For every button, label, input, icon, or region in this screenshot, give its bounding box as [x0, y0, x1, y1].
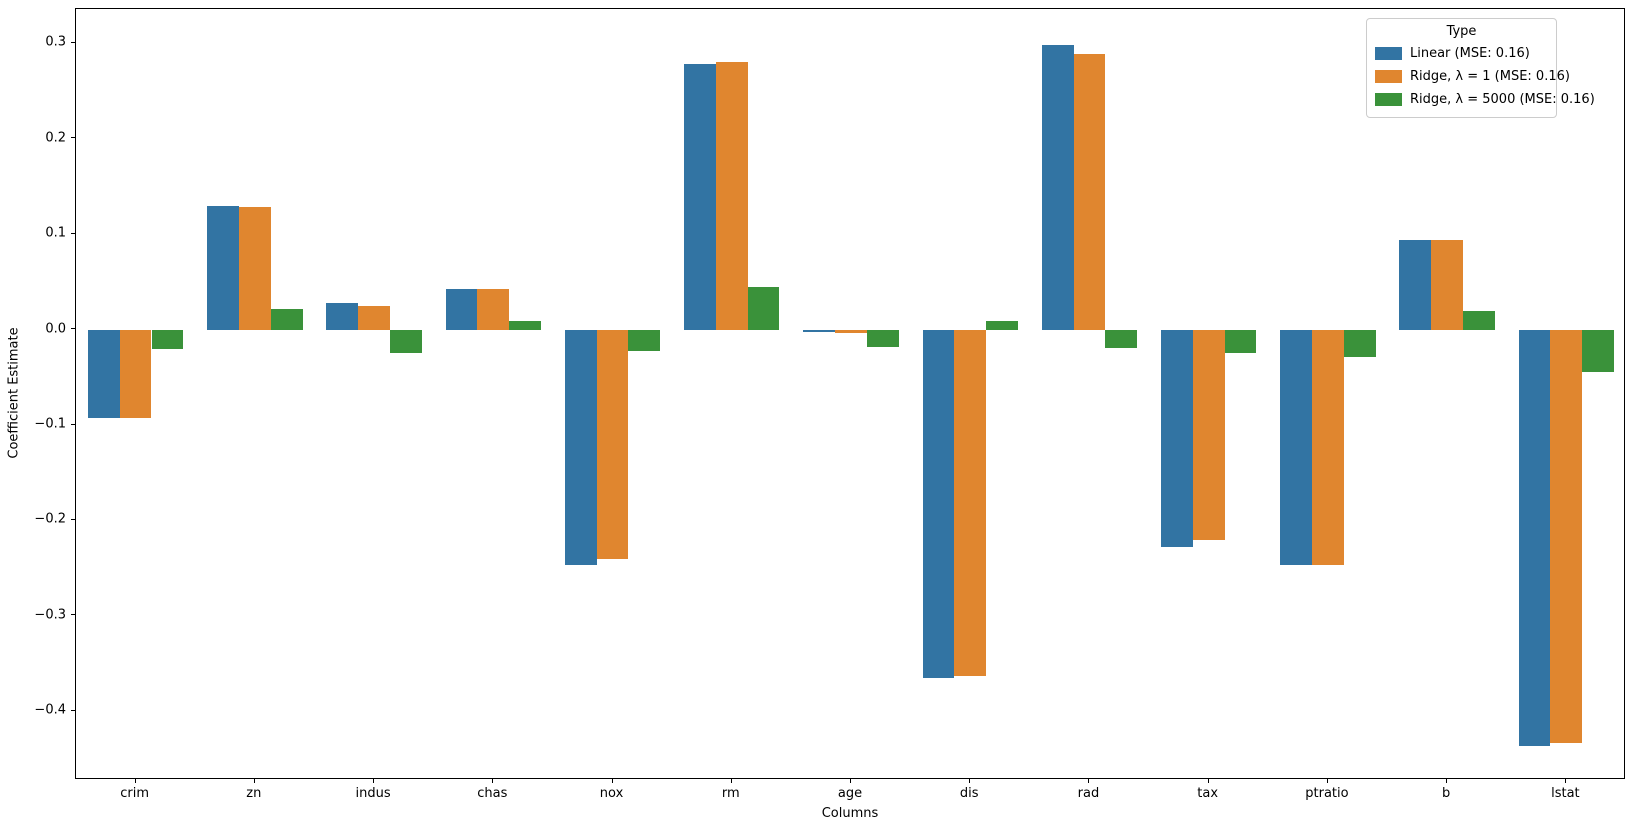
x-tick-label-rm: rm: [721, 786, 740, 801]
x-tick-label-ptratio: ptratio: [1305, 786, 1349, 801]
x-tick-mark: [611, 779, 613, 783]
legend-label-series1: Linear (MSE: 0.16): [1410, 46, 1530, 61]
bar-tax-series1: [1161, 329, 1193, 548]
bar-dis-series2: [954, 329, 987, 676]
y-tick-mark: [71, 137, 75, 139]
bar-nox-series3: [628, 329, 661, 351]
bar-chas-series1: [445, 288, 478, 330]
x-tick-label-lstat: lstat: [1551, 786, 1580, 801]
x-tick-mark: [373, 779, 375, 783]
bar-chas-series3: [509, 321, 541, 330]
x-tick-label-chas: chas: [477, 786, 508, 801]
plot-area: [75, 8, 1625, 779]
x-tick-mark: [850, 779, 851, 783]
legend-label-series3: Ridge, λ = 5000 (MSE: 0.16): [1410, 92, 1595, 107]
x-tick-mark: [134, 779, 136, 783]
y-tick-mark: [71, 709, 75, 711]
bar-ptratio-series1: [1280, 329, 1312, 566]
bar-tax-series3: [1224, 329, 1257, 354]
y-tick-label: 0.2: [45, 130, 66, 146]
y-tick-label: −0.1: [34, 416, 66, 432]
bar-zn-series1: [207, 205, 239, 330]
bar-indus-series3: [389, 329, 422, 353]
bar-lstat-series2: [1550, 329, 1583, 743]
bar-b-series2: [1431, 239, 1464, 330]
y-axis-title: Coefficient Estimate: [6, 327, 22, 459]
bar-zn-series2: [238, 207, 271, 330]
y-tick-mark: [71, 518, 75, 520]
x-tick-label-nox: nox: [599, 786, 624, 801]
x-tick-label-b: b: [1442, 786, 1451, 801]
bar-crim-series1: [87, 329, 120, 419]
y-tick-mark: [71, 41, 75, 43]
bar-ptratio-series3: [1343, 329, 1376, 358]
bar-rad-series1: [1041, 45, 1074, 330]
bar-nox-series1: [564, 329, 597, 566]
bar-indus-series2: [358, 305, 390, 330]
y-tick-label: −0.3: [34, 607, 66, 623]
bar-nox-series2: [596, 329, 629, 559]
legend-swatch-series1: [1375, 47, 1402, 60]
x-tick-label-zn: zn: [246, 786, 262, 801]
bar-crim-series3: [151, 329, 184, 349]
legend-entry-series3: Ridge, λ = 5000 (MSE: 0.16): [1375, 88, 1595, 111]
x-tick-label-age: age: [837, 786, 863, 801]
bar-rm-series3: [747, 286, 780, 330]
bar-age-series1: [803, 329, 836, 333]
bar-age-series3: [866, 329, 899, 347]
bar-tax-series2: [1192, 329, 1225, 540]
x-tick-label-tax: tax: [1197, 786, 1219, 801]
y-tick-label: −0.4: [34, 702, 66, 718]
y-tick-label: −0.2: [34, 511, 66, 527]
x-tick-mark: [730, 779, 732, 783]
y-tick-label: 0.0: [45, 321, 66, 337]
x-tick-mark: [492, 779, 494, 783]
bar-dis-series1: [922, 329, 955, 678]
bar-b-series1: [1399, 239, 1432, 330]
x-tick-label-indus: indus: [355, 786, 391, 801]
x-tick-mark: [1565, 779, 1567, 783]
bar-rm-series2: [715, 62, 748, 330]
legend-title: Type: [1446, 24, 1477, 39]
x-tick-mark: [1446, 779, 1448, 783]
y-tick-label: 0.3: [45, 34, 66, 50]
bar-ptratio-series2: [1312, 329, 1344, 566]
x-tick-label-crim: crim: [120, 786, 149, 801]
x-tick-label-dis: dis: [959, 786, 979, 801]
x-tick-mark: [1207, 779, 1209, 783]
x-tick-mark: [1088, 779, 1090, 783]
legend-entry-series2: Ridge, λ = 1 (MSE: 0.16): [1375, 65, 1570, 88]
bar-indus-series1: [326, 302, 359, 330]
y-tick-mark: [71, 614, 75, 616]
x-tick-mark: [253, 779, 255, 783]
legend: Type Linear (MSE: 0.16) Ridge, λ = 1 (MSE…: [1366, 18, 1595, 118]
legend-swatch-series3: [1375, 93, 1402, 106]
bar-dis-series3: [986, 321, 1018, 330]
x-tick-mark: [969, 779, 971, 783]
legend-entry-series1: Linear (MSE: 0.16): [1375, 42, 1548, 65]
bar-b-series3: [1463, 310, 1495, 330]
legend-label-series2: Ridge, λ = 1 (MSE: 0.16): [1410, 69, 1570, 84]
bar-rm-series1: [684, 64, 716, 330]
bar-rad-series2: [1073, 53, 1106, 330]
legend-entries: Linear (MSE: 0.16) Ridge, λ = 1 (MSE: 0.1…: [1375, 42, 1595, 111]
bar-crim-series2: [119, 329, 152, 419]
bar-zn-series3: [270, 308, 303, 330]
bar-rad-series3: [1105, 329, 1138, 348]
y-tick-mark: [71, 423, 75, 425]
bar-age-series2: [835, 329, 867, 334]
y-tick-mark: [71, 328, 75, 330]
x-axis-title: Columns: [821, 806, 879, 821]
bar-lstat-series3: [1582, 329, 1615, 372]
y-tick-mark: [71, 232, 75, 234]
x-tick-mark: [1326, 779, 1328, 783]
y-tick-label: 0.1: [45, 225, 66, 241]
x-tick-label-rad: rad: [1077, 786, 1100, 801]
bar-chas-series2: [477, 288, 510, 330]
bar-lstat-series1: [1518, 329, 1551, 746]
legend-swatch-series2: [1375, 70, 1402, 83]
